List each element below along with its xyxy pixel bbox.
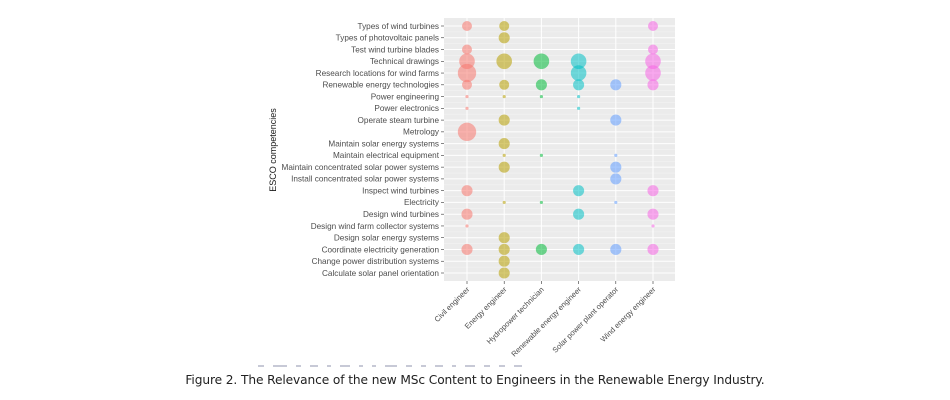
bubble-point: [610, 243, 622, 256]
y-tick-label: Design solar energy systems: [334, 234, 439, 243]
bubble-point: [577, 94, 581, 99]
bubble-point: [539, 94, 544, 99]
bubble-point: [570, 65, 587, 81]
y-tick-label: Change power distribution systems: [312, 257, 439, 266]
y-axis: Types of wind turbines Types of photovolt…: [282, 22, 444, 278]
y-tick-label: Renewable energy technologies: [322, 81, 439, 90]
y-tick-label: Test wind turbine blades: [351, 45, 439, 54]
bubble-point: [577, 106, 581, 110]
bubble-point: [610, 161, 622, 173]
bubble-point: [498, 138, 510, 150]
bubble-point: [461, 243, 473, 256]
bubble-point: [498, 232, 510, 244]
bubble-point: [462, 44, 472, 55]
bubble-point: [539, 153, 544, 157]
bubble-point: [647, 79, 659, 91]
x-tick-label: Civil engineer: [433, 285, 472, 324]
bubble-point: [648, 44, 658, 55]
gridlines: [444, 18, 675, 281]
y-tick-label: Operate steam turbine: [358, 116, 440, 125]
bubble-point: [457, 122, 477, 142]
bubble-point: [465, 224, 469, 228]
bubble-point: [645, 53, 661, 70]
y-tick-label: Maintain solar energy systems: [328, 139, 439, 148]
bubble-point: [573, 185, 585, 197]
y-tick-label: Types of wind turbines: [358, 22, 439, 31]
bubble-point: [461, 185, 473, 197]
y-tick-label: Maintain electrical equipment: [333, 151, 440, 160]
bubble-point: [573, 79, 585, 91]
bubble-point: [465, 106, 469, 110]
y-tick-label: Install concentrated solar power systems: [291, 175, 439, 184]
y-axis-title: ESCO competencies: [268, 108, 278, 192]
bubble-point: [535, 79, 547, 91]
bubbles: [457, 21, 661, 279]
y-tick-label: Technical drawings: [370, 57, 439, 66]
bubble-chart: Types of wind turbines Types of photovolt…: [268, 18, 675, 359]
bubble-point: [648, 21, 658, 31]
bubble-point: [498, 267, 510, 279]
bubble-point: [535, 243, 547, 256]
bubble-point: [614, 200, 618, 205]
y-tick-label: Calculate solar panel orientation: [322, 269, 439, 278]
y-tick-label: Maintain concentrated solar power system…: [282, 163, 439, 172]
bubble-point: [645, 65, 661, 81]
figure-caption: Figure 2. The Relevance of the new MSc C…: [185, 373, 765, 387]
bubble-point: [533, 53, 550, 70]
y-tick-label: Research locations for wind farms: [316, 69, 439, 78]
bubble-point: [614, 153, 618, 157]
bubble-point: [457, 63, 477, 83]
y-tick-label: Inspect wind turbines: [362, 186, 439, 195]
y-tick-label: Coordinate electricity generation: [322, 245, 440, 254]
bubble-point: [573, 208, 585, 220]
bubble-point: [499, 79, 510, 90]
bubble-point: [461, 208, 473, 220]
bubble-point: [647, 243, 659, 256]
bubble-point: [651, 224, 655, 228]
x-tick-label: Renewable energy engineer: [509, 285, 583, 359]
bubble-point: [498, 243, 510, 256]
bubble-point: [647, 185, 659, 197]
bubble-point: [610, 79, 622, 91]
bubble-point: [498, 32, 510, 44]
bubble-point: [539, 200, 544, 205]
bubble-point: [647, 208, 659, 220]
bubble-point: [502, 94, 506, 99]
bubble-point: [462, 21, 472, 31]
bubble-point: [498, 114, 510, 126]
bubble-point: [496, 53, 512, 70]
cropped-text-remnant: [258, 357, 698, 367]
y-tick-label: Power engineering: [371, 92, 440, 101]
bubble-point: [573, 243, 585, 256]
bubble-point: [610, 173, 622, 185]
y-tick-label: Design wind farm collector systems: [311, 222, 439, 231]
bubble-point: [498, 161, 510, 173]
bubble-point: [462, 79, 472, 90]
y-tick-label: Electricity: [404, 198, 440, 207]
bubble-point: [610, 114, 622, 126]
bubble-point: [465, 94, 469, 99]
bubble-point: [502, 200, 506, 205]
y-tick-label: Metrology: [403, 128, 440, 137]
y-tick-label: Design wind turbines: [363, 210, 439, 219]
bubble-point: [570, 53, 587, 70]
bubble-point: [498, 255, 510, 267]
x-tick-label: Solar power plant operator: [551, 285, 621, 355]
bubble-point: [499, 21, 510, 31]
y-tick-label: Power electronics: [374, 104, 439, 113]
y-tick-label: Types of photovoltaic panels: [336, 34, 439, 43]
bubble-point: [502, 153, 506, 157]
